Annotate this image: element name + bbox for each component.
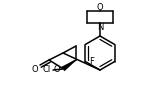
Text: O: O <box>97 2 103 12</box>
Text: F: F <box>89 57 94 66</box>
Text: N: N <box>97 22 103 32</box>
Text: O: O <box>54 64 60 74</box>
Text: Cl: Cl <box>43 66 51 74</box>
Text: O: O <box>32 64 38 74</box>
Polygon shape <box>62 60 76 71</box>
